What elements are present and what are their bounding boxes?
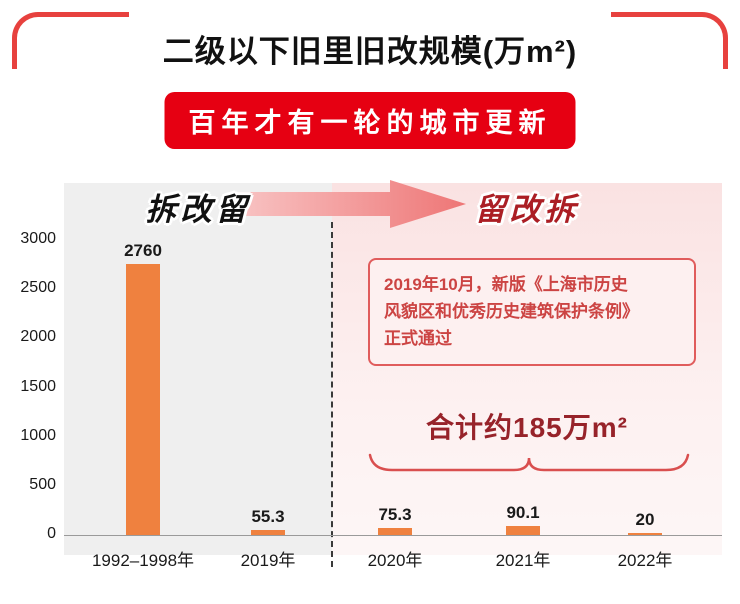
left-phase-panel — [64, 183, 332, 555]
y-axis-tick-label: 500 — [29, 475, 56, 493]
bar-group: 55.3 — [208, 507, 328, 535]
x-axis-label: 2022年 — [617, 551, 673, 570]
bar-group: 20 — [585, 510, 705, 535]
y-axis-tick-label: 2000 — [20, 328, 56, 346]
subtitle-banner: 百年才有一轮的城市更新 — [164, 92, 576, 149]
x-axis-line — [64, 535, 722, 536]
bar-value-label: 20 — [635, 510, 655, 529]
bar — [378, 528, 412, 535]
bar-value-label: 75.3 — [378, 505, 412, 524]
y-axis-tick-label: 3000 — [20, 230, 56, 247]
bar-value-label: 55.3 — [251, 507, 285, 526]
bar-group: 2760 — [83, 241, 203, 535]
chart-title: 二级以下旧里旧改规模(万m²) — [162, 34, 578, 69]
annotation-line: 风貌区和优秀历史建筑保护条例》 — [384, 302, 639, 322]
bar — [628, 533, 662, 535]
frame-corner-top-left — [12, 12, 129, 69]
y-axis-tick-label: 0 — [47, 525, 56, 542]
x-axis-label: 2019年 — [240, 551, 296, 570]
policy-annotation-box: 2019年10月，新版《上海市历史 风貌区和优秀历史建筑保护条例》 正式通过 — [368, 258, 696, 366]
annotation-line: 2019年10月，新版《上海市历史 — [384, 275, 628, 294]
bar — [251, 530, 285, 535]
bar-value-label: 2760 — [124, 241, 162, 260]
y-axis-tick-label: 2500 — [20, 279, 56, 297]
annotation-line: 正式通过 — [384, 329, 452, 349]
x-axis-label: 2020年 — [367, 551, 423, 570]
bar-value-label: 90.1 — [506, 503, 540, 522]
phase-divider-dashed-line — [331, 222, 333, 567]
frame-corner-top-right — [611, 12, 728, 69]
bar-group: 90.1 — [463, 503, 583, 535]
y-axis-tick-label: 1500 — [20, 377, 56, 395]
bar — [126, 264, 160, 535]
right-phase-panel — [332, 183, 722, 555]
x-axis-label: 1992–1998年 — [91, 551, 195, 570]
phase-label-preserve: 留改拆 — [474, 192, 580, 227]
bar — [506, 526, 540, 535]
bar-group: 75.3 — [335, 505, 455, 535]
phase-label-demolish: 拆改留 — [145, 192, 251, 227]
right-arrow-icon — [238, 180, 466, 228]
total-label: 合计约185万m² — [426, 412, 628, 443]
x-axis-label: 2021年 — [495, 551, 551, 570]
brace-icon — [368, 453, 690, 472]
y-axis-tick-label: 1000 — [20, 426, 56, 444]
